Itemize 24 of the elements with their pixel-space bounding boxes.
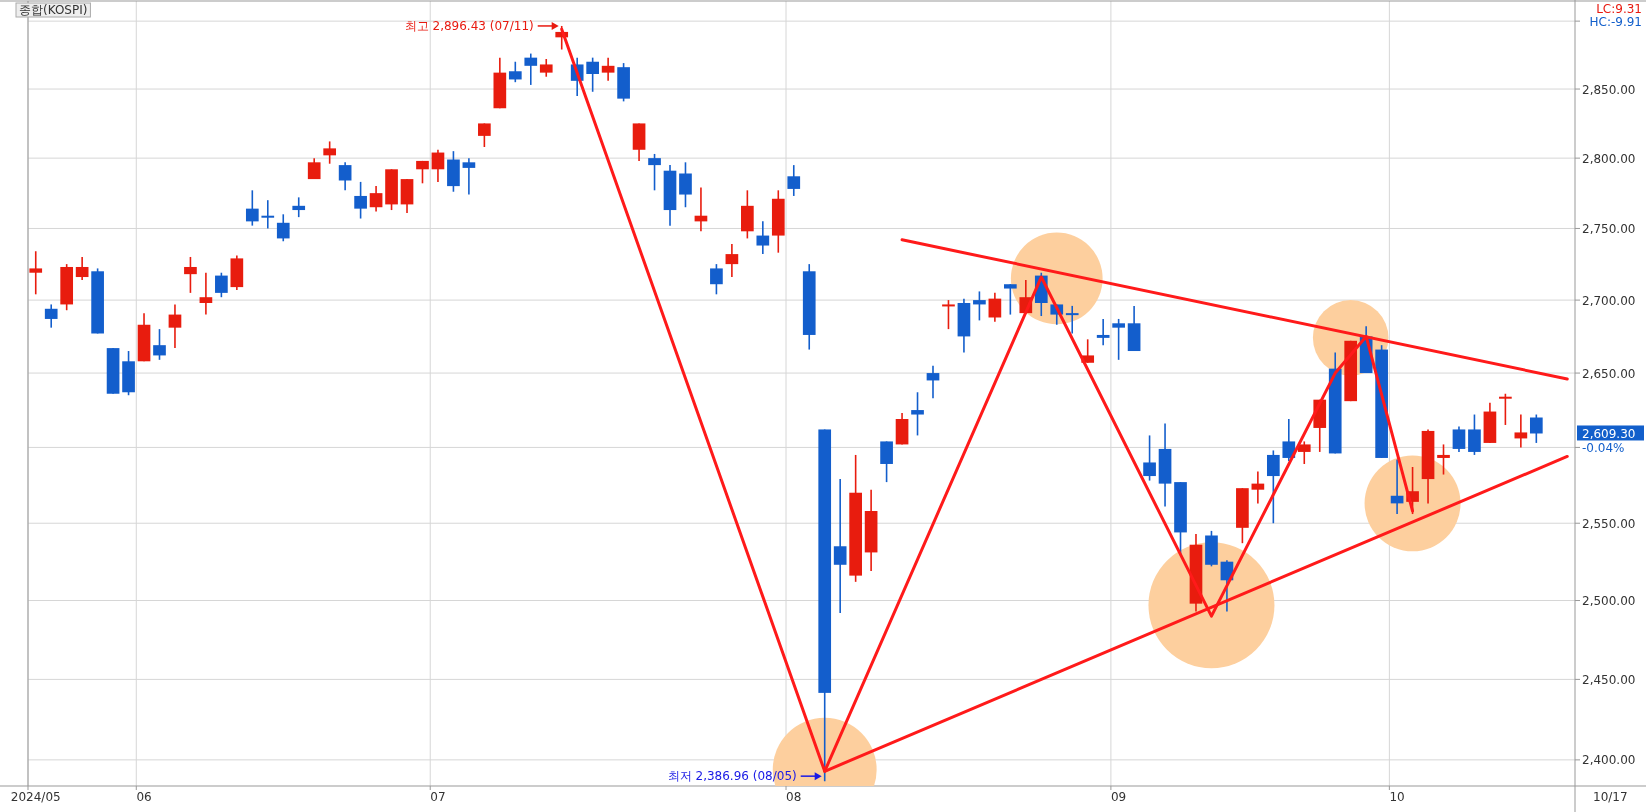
title: 종합(KOSPI)	[15, 2, 91, 18]
x-tick-label: 06	[136, 790, 152, 804]
y-tick-label: 2,700.00	[1582, 293, 1636, 308]
price-label: 2,609.30	[1577, 425, 1644, 441]
text: HC:-9.91	[1589, 15, 1642, 29]
text: 10/17	[1593, 790, 1628, 804]
text: LC:9.31	[1596, 2, 1642, 16]
chart-title: 종합(KOSPI)	[19, 3, 88, 17]
x-tick-label: 08	[786, 790, 802, 804]
y-tick-label: 2,500.00	[1582, 594, 1636, 609]
y-tick-label: 2,750.00	[1582, 221, 1636, 236]
x-tick-label: 2024/05	[10, 790, 61, 804]
x-tick-label: 09	[1110, 790, 1127, 804]
y-tick-label: 2,650.00	[1582, 366, 1636, 381]
y-tick-label: 2,400.00	[1582, 753, 1636, 768]
y-tick-label: 2,800.00	[1582, 151, 1636, 166]
y-tick-label: 2,550.00	[1582, 516, 1636, 531]
annotation: 최고 2,896.43 (07/11)	[404, 19, 534, 34]
y-tick-label: 2,850.00	[1582, 82, 1636, 97]
text: -0.04%	[1582, 441, 1625, 456]
x-tick-label: 10	[1389, 790, 1405, 804]
x-tick-label: 07	[430, 790, 446, 804]
y-tick-label: 2,450.00	[1582, 672, 1636, 687]
annotation: 최저 2,386.96 (08/05)	[667, 769, 797, 784]
